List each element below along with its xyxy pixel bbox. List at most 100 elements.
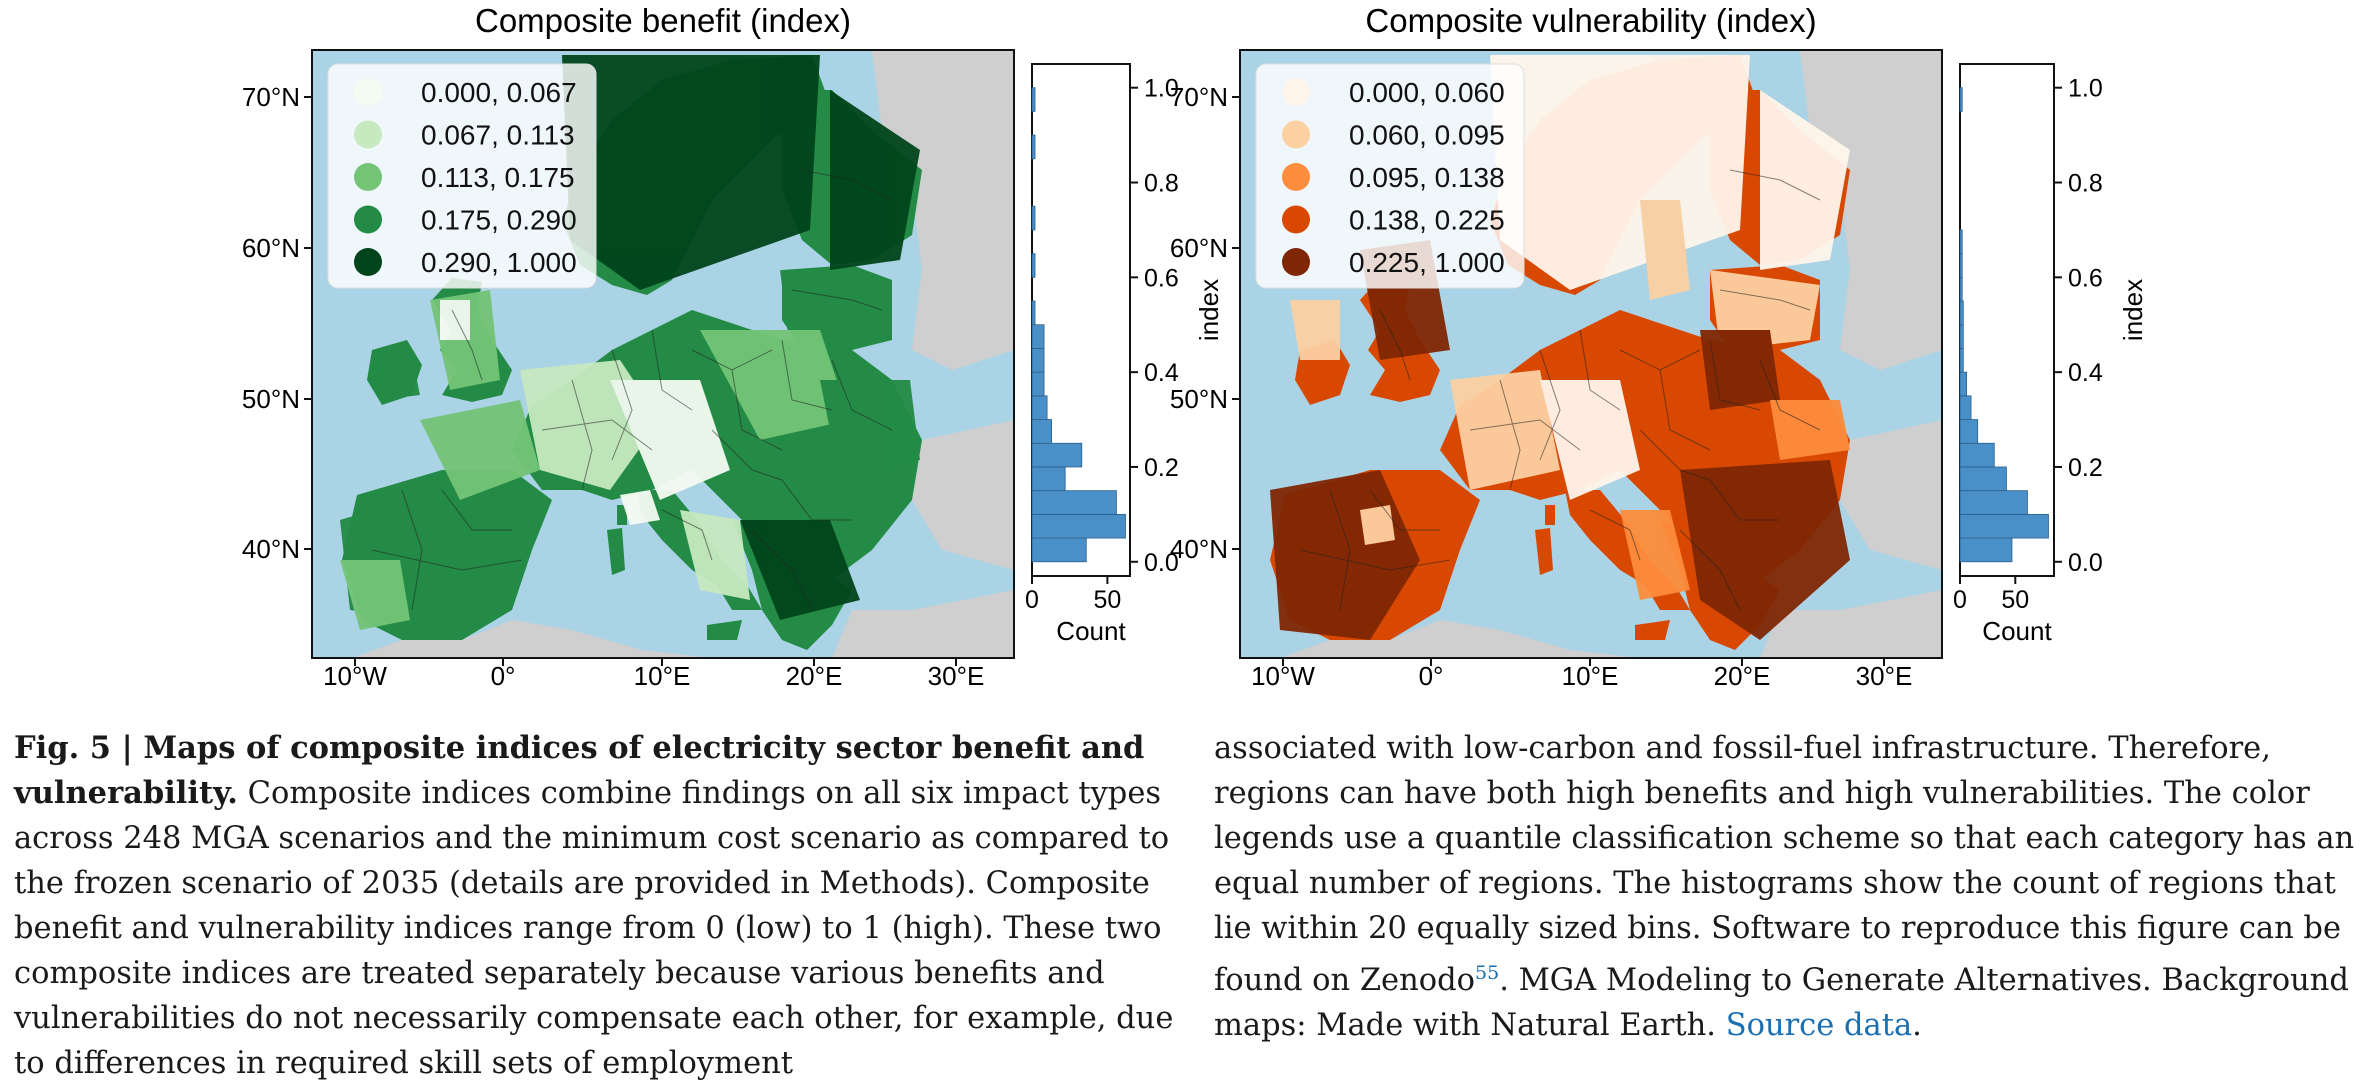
vulnerability-hist-xtick-label-0: 0 (1953, 586, 1967, 614)
benefit-hist-bar-2 (1031, 490, 1117, 515)
benefit-hist-ytick-label-4: 0.8 (1144, 170, 1179, 198)
vulnerability-hist-ytick-label-5: 1.0 (2068, 75, 2103, 103)
benefit-legend-label-1: 0.067, 0.113 (421, 120, 575, 151)
benefit-panel: Composite benefit (index) (242, 2, 1224, 690)
benefit-map (312, 50, 1014, 658)
vulnerability-lat-label-0: 70°N (1170, 82, 1228, 112)
vulnerability-hist-bar-19 (1959, 87, 1963, 112)
caption-body-left: Composite indices combine findings on al… (14, 776, 1174, 1081)
benefit-legend-label-4: 0.290, 1.000 (421, 247, 577, 278)
vulnerability-legend-label-3: 0.138, 0.225 (1349, 205, 1505, 236)
benefit-hist-bar-7 (1031, 371, 1045, 397)
vulnerability-legend-label-0: 0.000, 0.060 (1349, 77, 1505, 108)
benefit-legend-label-0: 0.000, 0.067 (421, 77, 577, 108)
vulnerability-legend-label-1: 0.060, 0.095 (1349, 120, 1505, 151)
vulnerability-legend-label-2: 0.095, 0.138 (1349, 162, 1505, 193)
vulnerability-legend-swatch-2 (1282, 163, 1310, 191)
vulnerability-hist-ytick-label-1: 0.2 (2068, 454, 2103, 482)
benefit-legend-label-3: 0.175, 0.290 (421, 205, 577, 236)
vulnerability-lat-ticks: 70°N 60°N 50°N 40°N (1170, 82, 1240, 564)
vulnerability-hist-bar-7 (1959, 371, 1968, 397)
benefit-hist-bar-5 (1031, 419, 1053, 444)
vulnerability-hist-bar-9 (1959, 324, 1964, 349)
source-data-link[interactable]: Source data (1725, 1008, 1913, 1044)
benefit-legend-swatch-4 (354, 248, 382, 276)
vulnerability-hist-xtick-label-1: 50 (2001, 586, 2029, 614)
vulnerability-lat-label-3: 40°N (1170, 534, 1228, 564)
vulnerability-lon-label-1: 0° (1419, 661, 1444, 690)
vulnerability-hist-ytick-label-2: 0.4 (2068, 359, 2103, 387)
benefit-legend-label-2: 0.113, 0.175 (421, 162, 575, 193)
vulnerability-hist-ytick-label-3: 0.6 (2068, 264, 2103, 292)
caption-body-right: associated with low-carbon and fossil-fu… (1214, 731, 2355, 999)
vulnerability-hist-bar-12 (1959, 253, 1963, 278)
vulnerability-legend-swatch-3 (1282, 205, 1310, 234)
vulnerability-hist-bar-11 (1959, 276, 1963, 302)
benefit-title: Composite benefit (index) (475, 2, 851, 39)
vulnerability-hist-ylabel: index (2118, 279, 2148, 341)
vulnerability-legend-swatch-1 (1282, 120, 1310, 149)
benefit-lon-label-0: 10°W (323, 661, 387, 690)
vulnerability-hist-ytick-label-4: 0.8 (2068, 170, 2103, 198)
benefit-lat-ticks: 70°N 60°N 50°N 40°N (242, 82, 312, 564)
benefit-hist-bar-9 (1031, 324, 1045, 349)
benefit-lat-label-1: 60°N (242, 233, 300, 263)
vulnerability-hist-ytick-label-0: 0.0 (2068, 549, 2103, 577)
benefit-hist-ylabel: index (1194, 279, 1224, 341)
vulnerability-lon-label-2: 10°E (1562, 661, 1619, 690)
benefit-lon-ticks: 10°W 0° 10°E 20°E 30°E (323, 658, 984, 690)
benefit-hist-bar-12 (1031, 253, 1036, 278)
benefit-hist-bar-4 (1031, 442, 1083, 468)
vulnerability-legend-swatch-4 (1282, 248, 1310, 276)
benefit-hist-ytick-label-0: 0.0 (1144, 549, 1179, 577)
vulnerability-hist-bar-6 (1959, 395, 1972, 420)
caption-body-right-2: . MGA Modeling to Generate Alternatives.… (1214, 963, 2349, 1044)
figure-5: Composite benefit (index) (242, 2, 2148, 690)
vulnerability-lat-label-1: 60°N (1170, 233, 1228, 263)
vulnerability-hist-xlabel: Count (1982, 616, 2052, 646)
vulnerability-hist-bar-13 (1959, 229, 1963, 255)
benefit-hist-xtick-label-1: 50 (1093, 586, 1121, 614)
benefit-lon-label-2: 10°E (634, 661, 691, 690)
benefit-hist-bar-1 (1031, 513, 1126, 539)
benefit-legend: 0.000, 0.067 0.067, 0.113 0.113, 0.175 0.17… (327, 63, 597, 289)
vulnerability-lon-label-3: 20°E (1714, 661, 1771, 690)
benefit-hist-ytick-label-5: 1.0 (1144, 75, 1179, 103)
vulnerability-lon-label-0: 10°W (1251, 661, 1315, 690)
benefit-hist-bar-6 (1031, 395, 1048, 420)
vulnerability-lon-label-4: 30°E (1856, 661, 1913, 690)
vulnerability-hist-bar-0 (1959, 537, 2013, 563)
vulnerability-legend: 0.000, 0.060 0.060, 0.095 0.095, 0.138 0.13… (1255, 63, 1525, 289)
caption-left-column: Fig. 5 | Maps of composite indices of el… (14, 726, 1189, 1086)
benefit-lon-label-3: 20°E (786, 661, 843, 690)
benefit-lon-label-4: 30°E (928, 661, 985, 690)
vulnerability-hist-bar-5 (1959, 419, 1979, 444)
benefit-legend-swatch-1 (354, 120, 382, 149)
vulnerability-lon-ticks: 10°W 0° 10°E 20°E 30°E (1251, 658, 1912, 690)
caption-lead: Fig. 5 | Maps of composite indices of el… (14, 730, 1145, 811)
benefit-hist-bar-17 (1031, 134, 1036, 160)
benefit-lon-label-1: 0° (491, 661, 516, 690)
benefit-legend-swatch-0 (354, 78, 382, 106)
benefit-hist-xtick-label-0: 0 (1025, 586, 1039, 614)
benefit-legend-swatch-2 (354, 163, 382, 191)
benefit-hist-bar-8 (1031, 348, 1045, 373)
vulnerability-hist-bar-4 (1959, 442, 1995, 468)
caption-end: . (1912, 1008, 1922, 1044)
benefit-hist-bar-3 (1031, 466, 1066, 492)
benefit-hist-bar-14 (1031, 205, 1036, 231)
vulnerability-lat-label-2: 50°N (1170, 384, 1228, 414)
benefit-hist-bar-0 (1031, 537, 1087, 563)
benefit-hist-xlabel: Count (1056, 616, 1126, 646)
caption-reference[interactable]: 55 (1475, 962, 1500, 984)
benefit-hist-ytick-label-2: 0.4 (1144, 359, 1179, 387)
vulnerability-map (1240, 50, 1942, 658)
vulnerability-hist-bar-8 (1959, 348, 1964, 373)
vulnerability-hist-bar-3 (1959, 466, 2007, 492)
vulnerability-hist-bar-2 (1959, 490, 2028, 515)
benefit-hist-ytick-label-1: 0.2 (1144, 454, 1179, 482)
caption-right-column: associated with low-carbon and fossil-fu… (1214, 726, 2364, 1048)
vulnerability-hist-bar-1 (1959, 513, 2049, 539)
benefit-hist-bar-10 (1031, 300, 1036, 326)
